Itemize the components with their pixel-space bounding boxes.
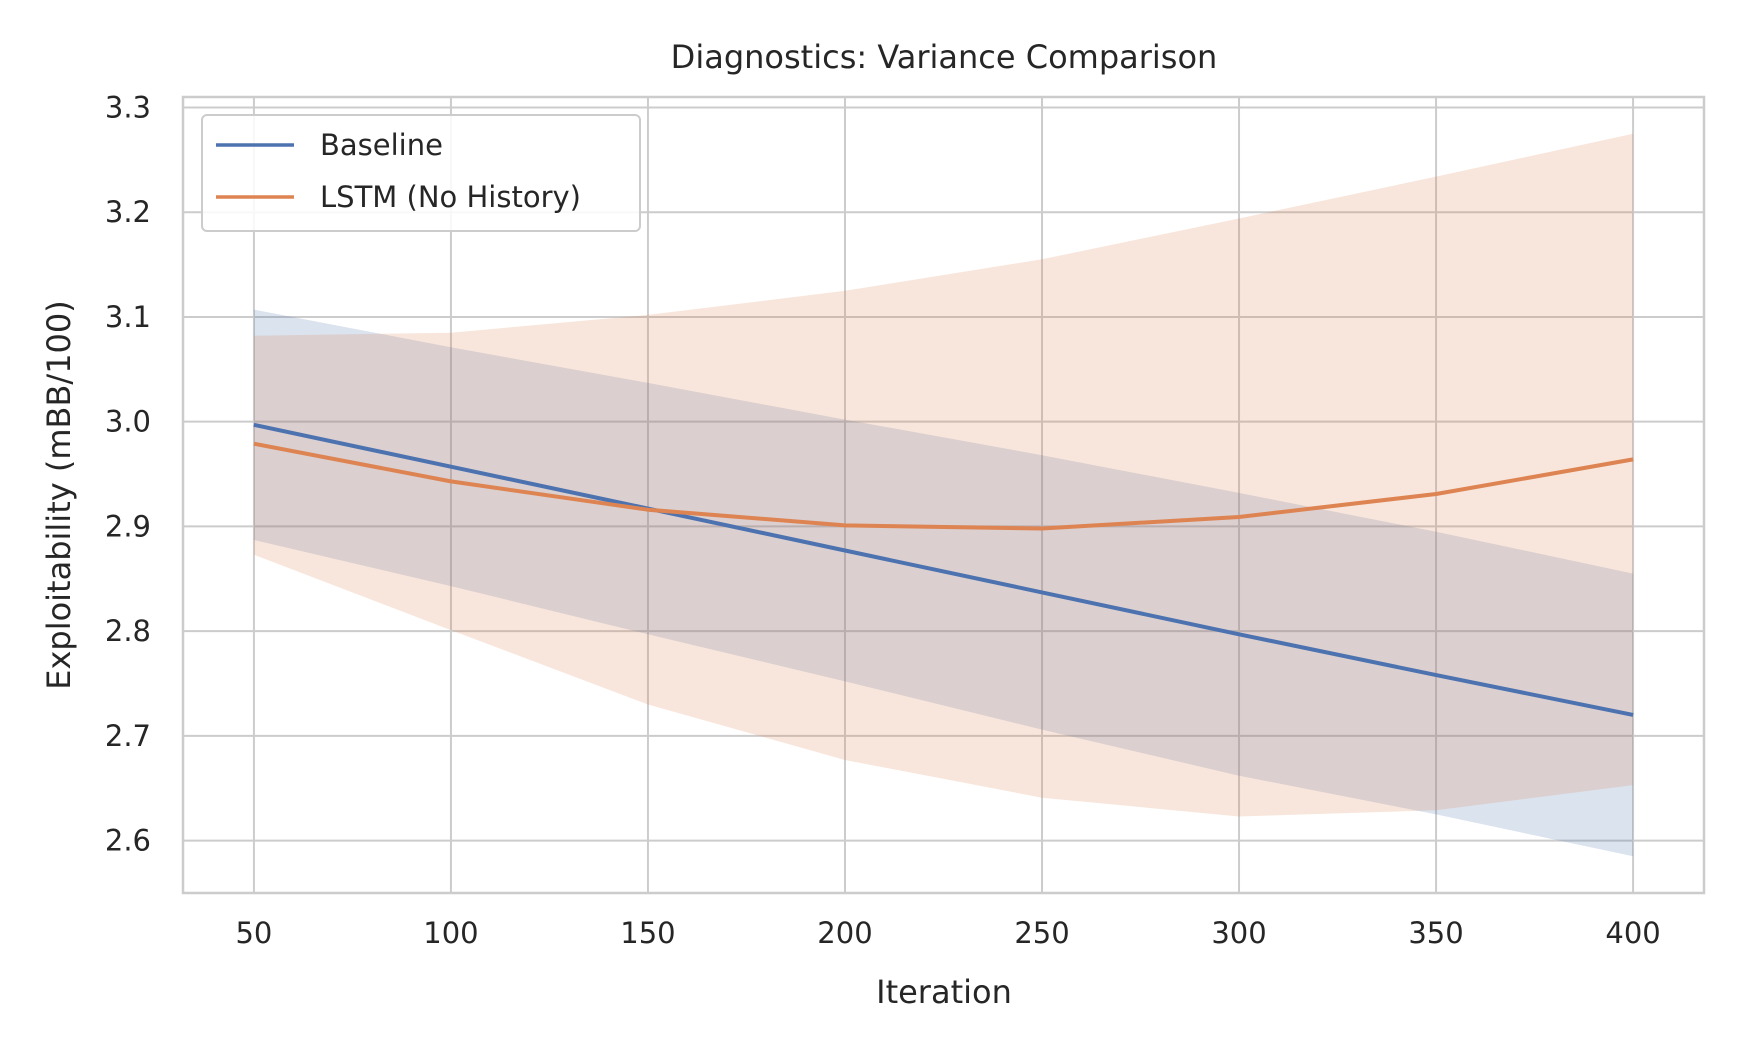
y-tick-label: 2.8 <box>105 614 151 648</box>
x-tick-label: 100 <box>423 916 478 950</box>
series-line-baseline <box>253 422 1634 717</box>
confidence-band-baseline <box>253 309 1634 857</box>
legend: Baseline LSTM (No History) <box>201 114 641 232</box>
y-tick-label: 2.7 <box>105 719 151 753</box>
y-tick-label: 3.0 <box>105 405 151 439</box>
y-tick-label: 2.6 <box>105 824 151 858</box>
x-tick-label: 350 <box>1408 916 1463 950</box>
legend-box <box>201 114 641 232</box>
series-line-lstm <box>253 441 1634 531</box>
x-axis-label: Iteration <box>876 973 1012 1011</box>
y-tick-label: 2.9 <box>105 509 151 543</box>
y-axis-label: Exploitability (mBB/100) <box>40 300 78 690</box>
chart-title: Diagnostics: Variance Comparison <box>671 38 1218 76</box>
x-tick-label: 400 <box>1605 916 1660 950</box>
plot-frame <box>181 95 1706 895</box>
x-tick-label: 50 <box>235 916 272 950</box>
x-tick-label: 300 <box>1211 916 1266 950</box>
x-tick-label: 250 <box>1014 916 1069 950</box>
x-tick-label: 200 <box>817 916 872 950</box>
series-lines <box>253 422 1634 717</box>
y-tick-label: 3.2 <box>105 195 151 229</box>
x-tick-label: 150 <box>620 916 675 950</box>
legend-label-lstm: LSTM (No History) <box>320 180 581 214</box>
y-tick-label: 3.3 <box>105 90 151 124</box>
y-axis-ticks: 2.6 2.7 2.8 2.9 3.0 3.1 3.2 3.3 <box>105 90 151 857</box>
legend-label-baseline: Baseline <box>320 128 443 162</box>
grid <box>183 97 1704 893</box>
y-tick-label: 3.1 <box>105 300 151 334</box>
x-axis-ticks: 50 100 150 200 250 300 350 400 <box>235 916 1660 950</box>
